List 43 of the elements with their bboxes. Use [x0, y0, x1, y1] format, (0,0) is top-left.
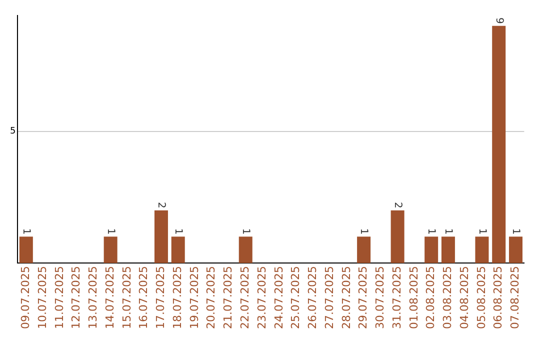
x-tick-label: 05.08.2025 [474, 266, 488, 330]
data-label: 1 [442, 228, 454, 235]
x-tick-label: 11.07.2025 [52, 266, 66, 330]
x-tick-label: 07.08.2025 [508, 266, 522, 330]
x-tick-label: 12.07.2025 [70, 266, 83, 330]
x-tick-label: 10.07.2025 [36, 266, 49, 330]
y-tick-label: 5 [10, 126, 16, 137]
x-tick-label: 16.07.2025 [137, 266, 150, 330]
x-tick-label: 14.07.2025 [103, 266, 116, 330]
x-tick-label: 17.07.2025 [154, 266, 168, 330]
data-label: 1 [426, 228, 437, 235]
x-tick-label: 09.07.2025 [19, 266, 32, 330]
x-tick-label: 28.07.2025 [340, 266, 353, 330]
x-tick-label: 13.07.2025 [86, 266, 100, 330]
data-label: 1 [240, 228, 252, 235]
data-label: 1 [476, 228, 488, 235]
data-label: 2 [156, 202, 167, 208]
data-label: 1 [20, 228, 32, 235]
data-label: 1 [172, 228, 184, 235]
x-tick-label: 06.08.2025 [492, 266, 505, 330]
x-tick-label: 27.07.2025 [322, 266, 336, 330]
x-tick-label: 18.07.2025 [170, 266, 184, 330]
x-tick-label: 31.07.2025 [390, 266, 404, 330]
x-tick-label: 22.07.2025 [238, 266, 252, 330]
x-tick-label: 01.08.2025 [407, 266, 420, 330]
data-label: 9 [493, 18, 504, 24]
x-tick-label: 30.07.2025 [374, 266, 387, 330]
x-tick-label: 29.07.2025 [356, 266, 370, 330]
data-label: 1 [358, 228, 370, 235]
x-tick-label: 24.07.2025 [272, 266, 286, 330]
data-label: 2 [392, 202, 403, 208]
x-tick-label: 03.08.2025 [441, 266, 454, 330]
x-tick-label: 04.08.2025 [458, 266, 471, 330]
x-tick-label: 19.07.2025 [188, 266, 201, 330]
x-tick-label: 26.07.2025 [306, 266, 320, 330]
x-tick-label: 20.07.2025 [204, 266, 218, 330]
x-tick-label: 15.07.2025 [120, 266, 134, 330]
x-tick-label: 02.08.2025 [424, 266, 438, 330]
x-tick-label: 25.07.2025 [289, 266, 302, 330]
x-tick-label: 23.07.2025 [255, 266, 268, 330]
data-label: 1 [510, 228, 522, 235]
data-label: 1 [104, 228, 116, 235]
x-tick-label: 21.07.2025 [222, 266, 235, 330]
